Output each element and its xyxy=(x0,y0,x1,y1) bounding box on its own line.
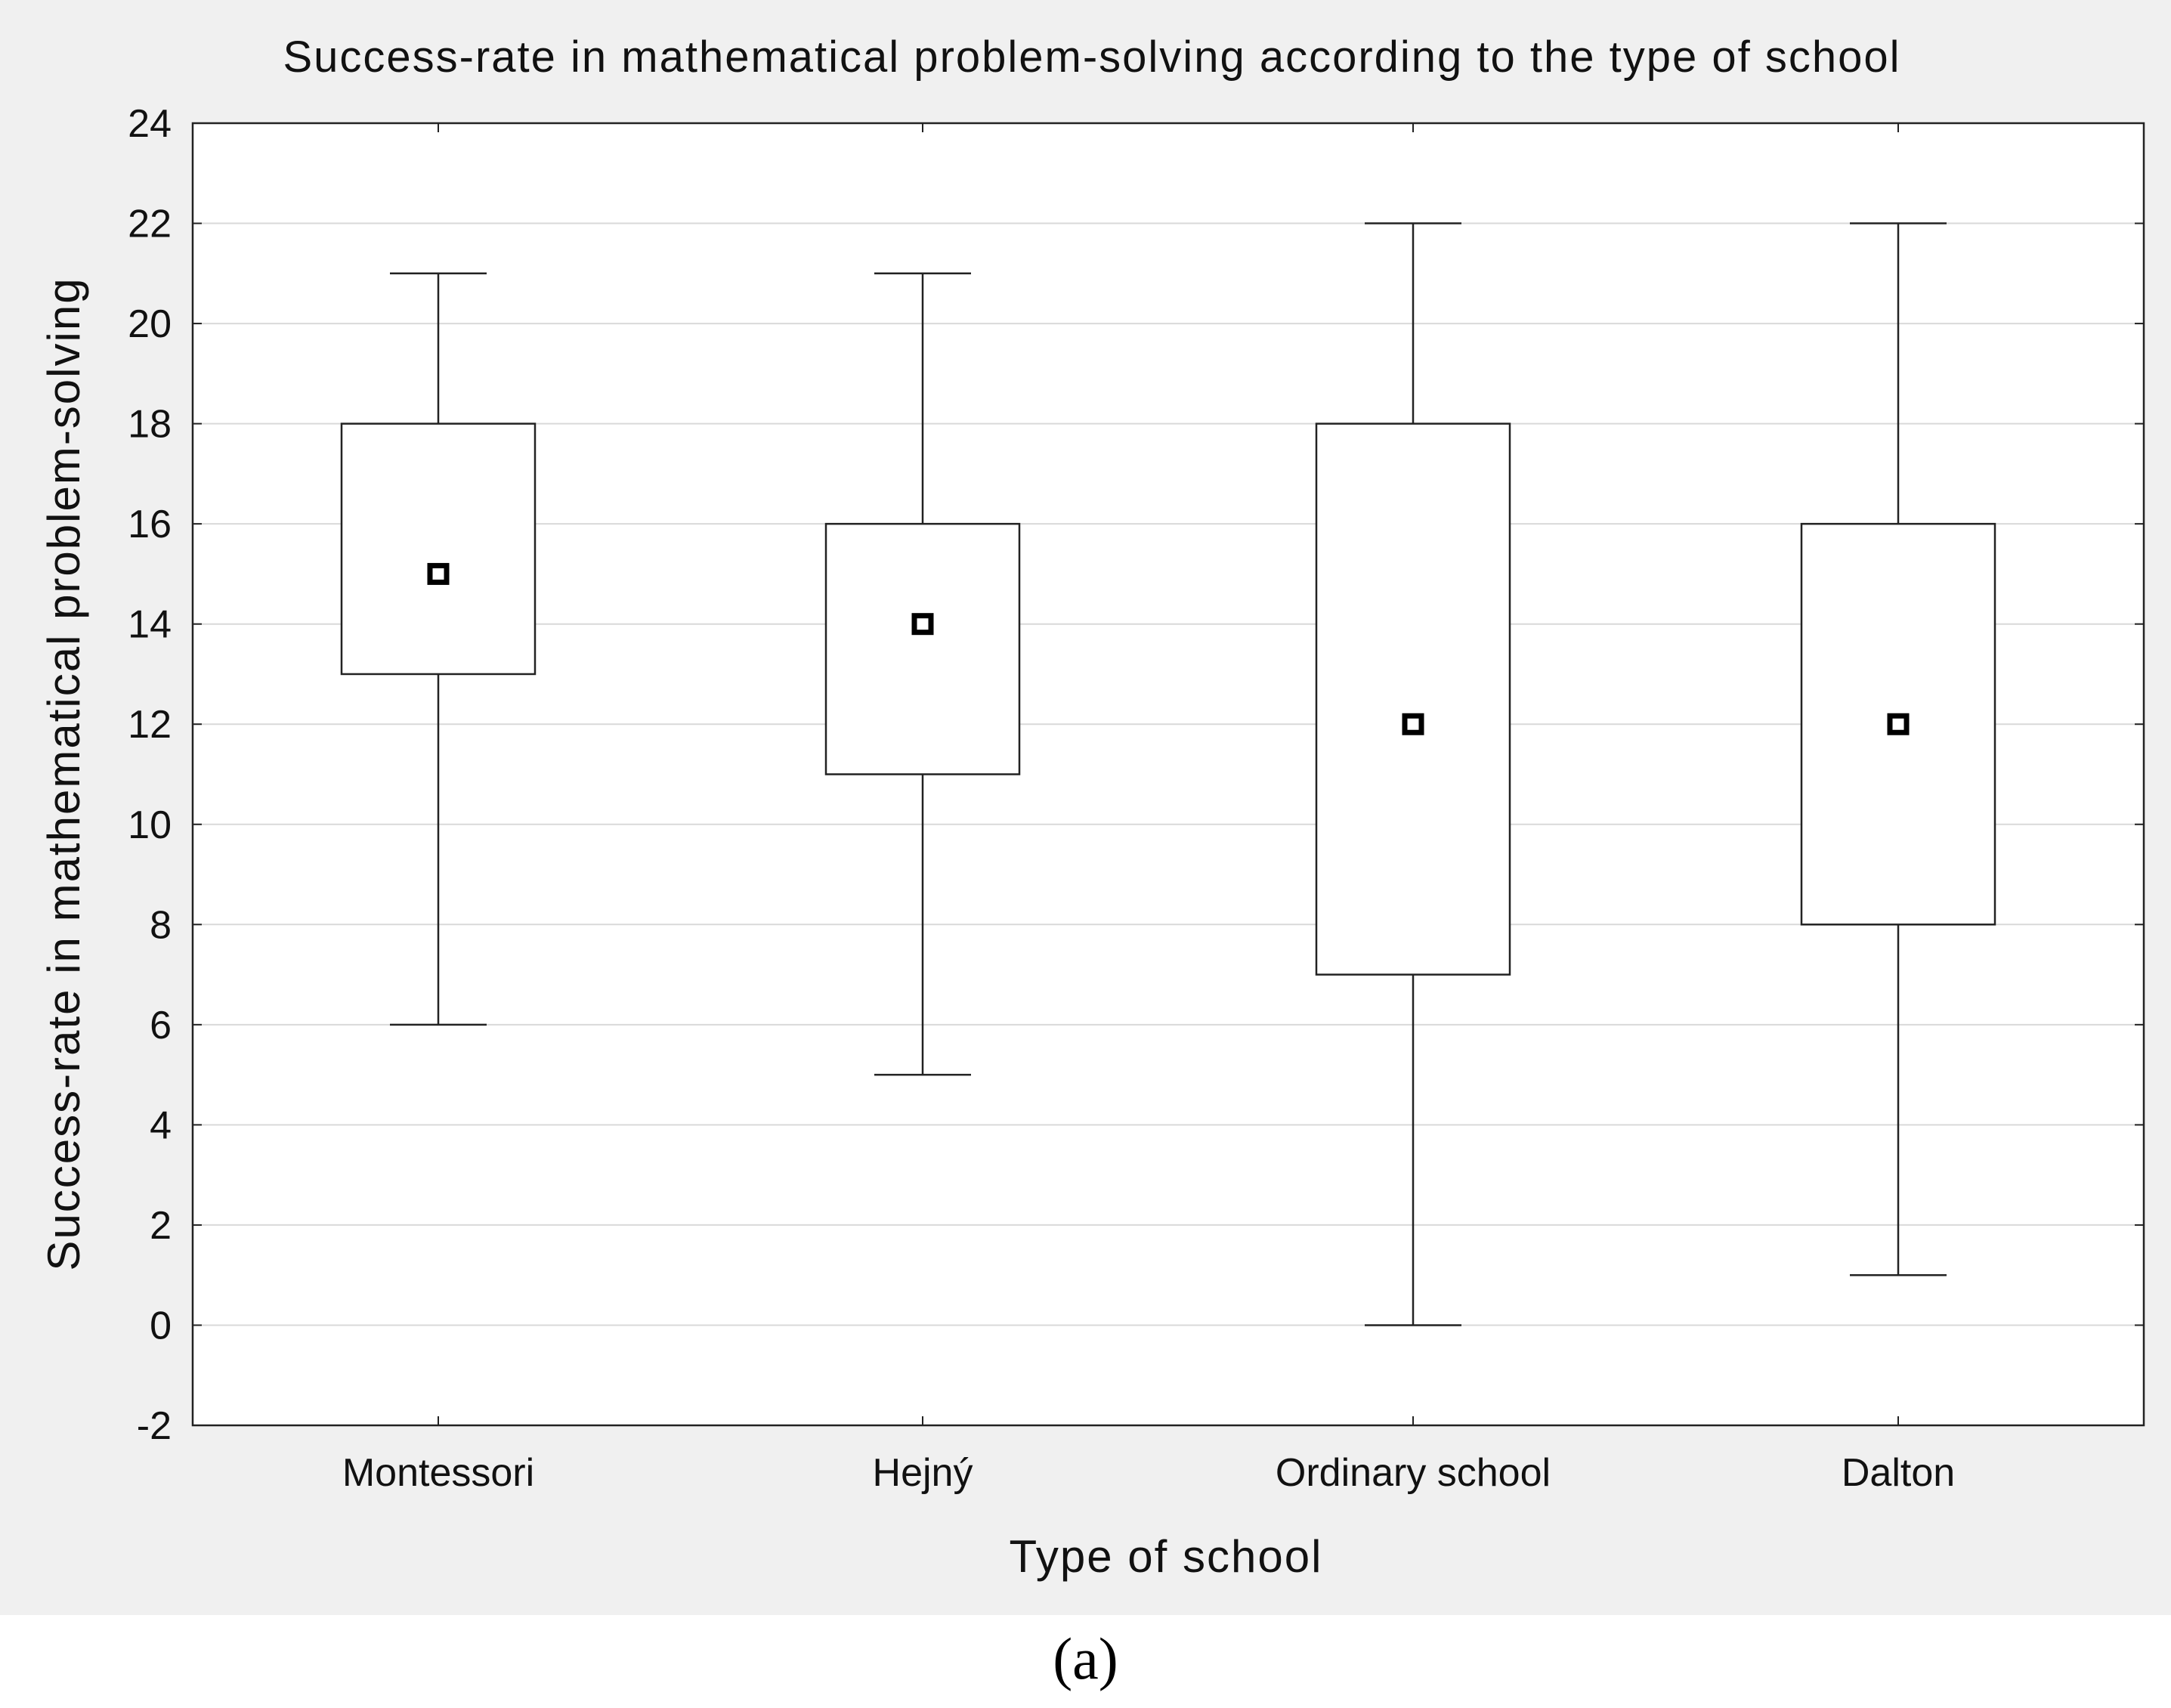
y-tick-label: 22 xyxy=(128,203,172,246)
box-plot-chart: Success-rate in mathematical problem-sol… xyxy=(39,32,2145,1582)
y-tick-label: 2 xyxy=(150,1204,172,1248)
box-dalton xyxy=(1800,222,1996,1276)
y-tick-label: 10 xyxy=(128,803,172,847)
box-iqr xyxy=(340,422,537,676)
y-tick-label: 20 xyxy=(128,302,172,346)
box-montessori xyxy=(340,272,537,1026)
y-tick-label: 8 xyxy=(150,903,172,947)
y-tick-label: 16 xyxy=(128,503,172,546)
y-tick-label: -2 xyxy=(137,1404,172,1448)
chart-background: Success-rate in mathematical problem-sol… xyxy=(0,0,2171,1615)
median-marker xyxy=(427,562,450,585)
x-tick-label: Hejný xyxy=(873,1451,973,1495)
y-tick-label: 12 xyxy=(128,703,172,747)
x-tick-label: Ordinary school xyxy=(1276,1451,1551,1495)
box-iqr xyxy=(824,522,1021,775)
y-tick-label: 4 xyxy=(150,1103,172,1147)
x-axis-title: Type of school xyxy=(1010,1531,1323,1582)
box-ordinary-school xyxy=(1315,222,1511,1326)
median-marker xyxy=(1887,713,1910,735)
y-tick-label: 14 xyxy=(128,603,172,647)
panel-label: (a) xyxy=(1053,1626,1118,1691)
box-hejn- xyxy=(824,272,1021,1076)
y-tick-label: 18 xyxy=(128,403,172,447)
x-tick-label: Dalton xyxy=(1842,1451,1955,1495)
y-tick-label: 24 xyxy=(128,102,172,146)
median-marker xyxy=(1402,713,1424,735)
chart-title: Success-rate in mathematical problem-sol… xyxy=(283,32,1900,82)
y-tick-label: 6 xyxy=(150,1004,172,1047)
y-tick-label: 0 xyxy=(150,1304,172,1348)
x-tick-label: Montessori xyxy=(342,1451,534,1495)
y-axis-title: Success-rate in mathematical problem-sol… xyxy=(39,277,89,1270)
median-marker xyxy=(911,613,934,636)
plot-frame xyxy=(191,122,2145,1427)
box-iqr xyxy=(1315,422,1511,976)
